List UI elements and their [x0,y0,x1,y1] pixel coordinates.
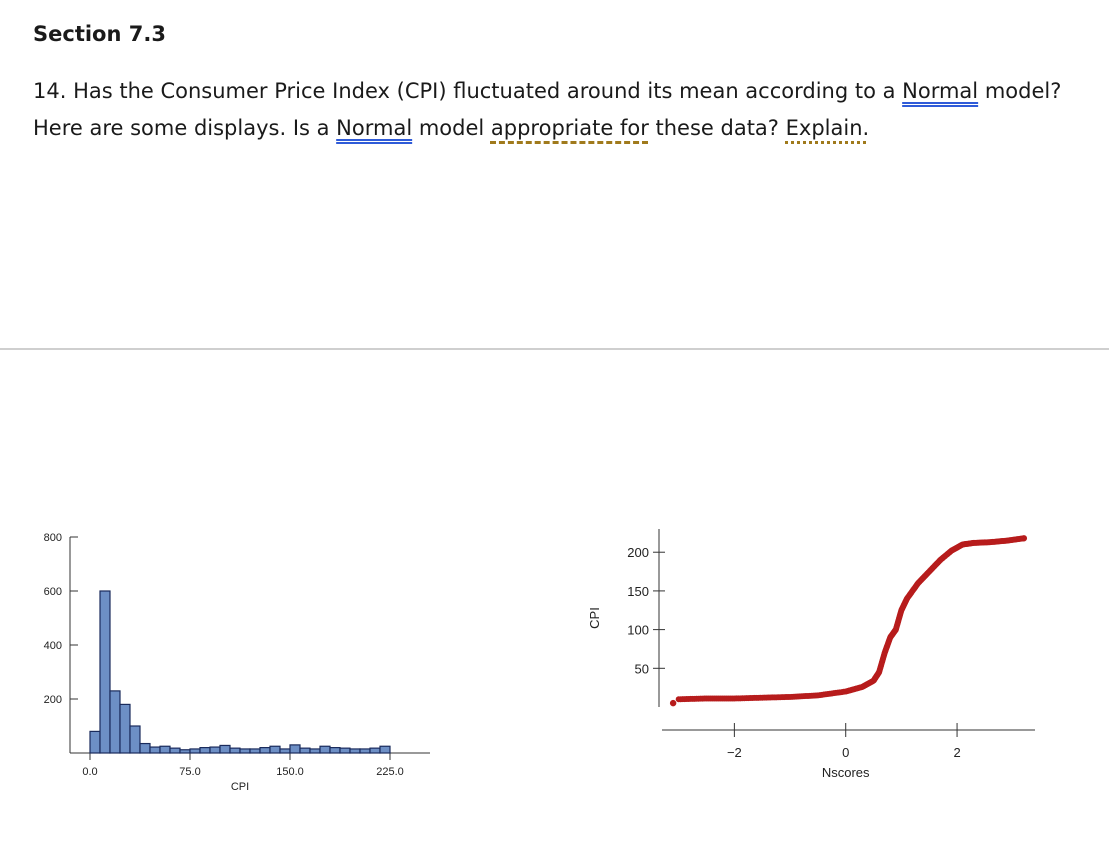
nplot-x-tick-label: 0 [842,745,849,760]
question-part-1: 14. Has the Consumer Price Index (CPI) f… [33,79,903,103]
question-part-4: these data? [648,116,786,140]
nplot-y-tick-label: 150 [627,584,649,599]
histogram-bar [279,748,291,754]
question-part-2: model? Here are some displays. Is a [33,79,1062,140]
histogram-bar [379,745,391,754]
histogram-y-tick-label: 600 [44,586,62,598]
histogram-bar [249,748,261,754]
histogram-bar [239,748,251,754]
page-divider [0,348,1109,350]
nplot-x-tick-label: 2 [953,745,960,760]
histogram-bar [339,747,351,754]
nplot-y-tick-label: 200 [627,545,649,560]
nplot-x-tick-label: −2 [727,745,742,760]
histogram-y-tick-label: 400 [44,640,62,652]
histogram-bar [349,748,361,754]
histogram-x-tick-label: 0.0 [82,766,97,778]
histogram-bar [219,744,231,754]
histogram-bar [179,749,191,754]
histogram-bar [119,703,131,754]
histogram-bar [109,690,121,754]
histogram-bar [299,747,311,754]
spelling-flag-normal[interactable]: Normal [902,79,979,103]
histogram-bar [169,747,181,754]
nplot-y-tick-label: 50 [635,661,649,676]
histogram-bar [269,745,281,754]
histogram-bar [289,744,301,754]
section-title: Section 7.3 [33,22,166,46]
question-text: 14. Has the Consumer Price Index (CPI) f… [33,73,1093,147]
histogram-bar [189,748,201,754]
histogram-bar [209,746,221,754]
nplot-y-axis-label: CPI [587,607,602,629]
normal-probability-plot: 50 100 150 200 −2 0 2 CPI Nscores [587,529,1035,780]
histogram-bar [229,747,241,754]
cpi-figure: 200 400 600 800 0.0 75.0 150.0 225.0 CPI 50 100 15… [44,529,1035,793]
histogram-bar [319,745,331,754]
histogram-bar [309,748,321,754]
histogram-x-tick-label: 225.0 [376,766,404,778]
histogram-bar [139,742,151,754]
histogram-bar [89,730,101,754]
nplot-point [1020,535,1028,542]
nplot-y-tick-label: 100 [627,623,649,638]
spelling-flag-normal-2[interactable]: Normal [336,116,413,140]
histogram-bar [149,746,161,754]
cpi-histogram: 200 400 600 800 0.0 75.0 150.0 225.0 CPI [44,532,430,793]
histogram-bar [99,590,111,754]
histogram-x-tick-label: 75.0 [179,766,200,778]
histogram-bar [369,747,381,754]
histogram-bar [199,747,211,754]
nplot-x-axis-label: Nscores [822,765,870,780]
question-part-3: model [412,116,491,140]
histogram-bar [259,747,271,754]
grammar-flag-explain[interactable]: Explain. [785,116,870,140]
histogram-bar [129,725,141,754]
histogram-bar [159,745,171,754]
grammar-flag-appropriate-for[interactable]: appropriate for [490,116,649,140]
nplot-point [669,699,677,707]
histogram-y-tick-label: 200 [44,694,62,706]
histogram-bar [359,748,371,754]
histogram-x-axis-label: CPI [231,781,249,793]
histogram-bar [329,747,341,754]
histogram-x-tick-label: 150.0 [276,766,304,778]
histogram-y-tick-label: 800 [44,532,62,544]
